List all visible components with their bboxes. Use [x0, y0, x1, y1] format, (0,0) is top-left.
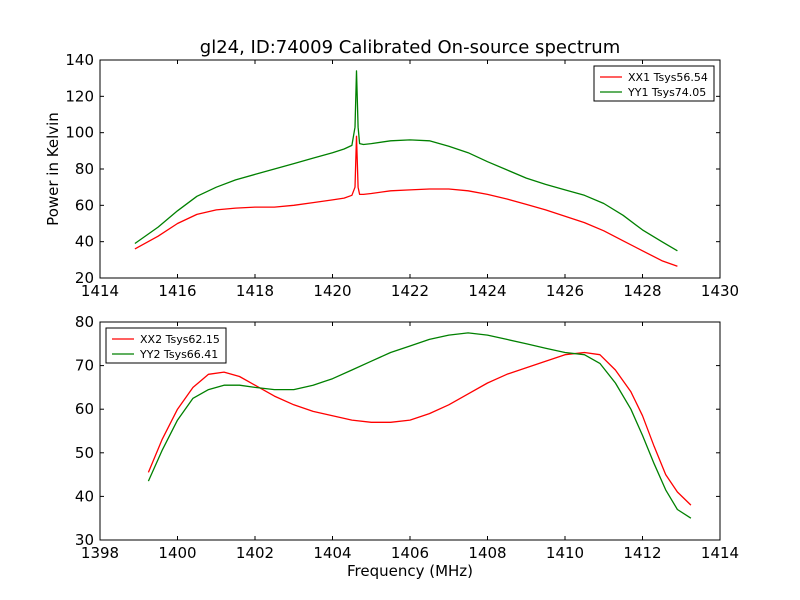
panel-1: 1414 1416 1418 1420 1422 1424 1426 1428 1430 20 40… [44, 51, 739, 300]
x-axis-label-bottom: Frequency (MHz) [347, 562, 473, 580]
y-tick-label: 80 [75, 160, 94, 178]
x-tick-label: 1418 [236, 282, 274, 300]
legend-box [593, 65, 715, 102]
legend-label: XX2 Tsys62.15 [140, 333, 220, 346]
y-tick-label: 100 [65, 124, 94, 142]
x-tick-label: 1408 [468, 544, 506, 562]
y-tick-label: 80 [75, 313, 94, 331]
x-tick-label: 1424 [468, 282, 506, 300]
legend-label: YY1 Tsys74.05 [627, 86, 706, 99]
legend-box [105, 327, 227, 364]
y-tick-label: 120 [65, 87, 94, 105]
x-tick-label: 1398 [81, 544, 119, 562]
legend-label: XX1 Tsys56.54 [628, 71, 708, 84]
x-tick-label: 1426 [546, 282, 584, 300]
legend-2: XX2 Tsys62.15 YY2 Tsys66.41 [105, 327, 227, 364]
panel-2: 1398 1400 1402 1404 1406 1408 1410 1412 1414 30 40… [75, 313, 739, 562]
x-tick-label: 1402 [236, 544, 274, 562]
y-tick-label: 60 [75, 400, 94, 418]
plot-panels: 1414 1416 1418 1420 1422 1424 1426 1428 1430 20 40… [44, 51, 739, 562]
y-tick-label: 30 [75, 531, 94, 549]
x-tick-label: 1400 [158, 544, 196, 562]
x-tick-label: 1416 [158, 282, 196, 300]
y-tick-label: 40 [75, 233, 94, 251]
x-tick-label: 1414 [81, 282, 119, 300]
x-tick-label: 1406 [391, 544, 429, 562]
legend-label: YY2 Tsys66.41 [139, 348, 218, 361]
series-line-2-2 [147, 332, 692, 519]
x-tick-label: 1404 [313, 544, 351, 562]
series-line-1-1 [134, 135, 678, 267]
x-tick-label: 1428 [623, 282, 661, 300]
legend-1: XX1 Tsys56.54 YY1 Tsys74.05 [593, 65, 715, 102]
x-tick-label: 1420 [313, 282, 351, 300]
x-tick-label: 1412 [623, 544, 661, 562]
y-tick-label: 140 [65, 51, 94, 69]
series-line-1-2 [134, 70, 678, 252]
y-tick-label: 20 [75, 269, 94, 287]
y-tick-label: 40 [75, 487, 94, 505]
x-tick-label: 1414 [701, 544, 739, 562]
x-tick-label: 1430 [701, 282, 739, 300]
x-tick-label: 1422 [391, 282, 429, 300]
figure-title: gl24, ID:74009 Calibrated On-source spec… [200, 37, 620, 58]
x-tick-label: 1410 [546, 544, 584, 562]
series-line-2-1 [147, 351, 692, 506]
y-axis-label: Power in Kelvin [44, 112, 62, 226]
y-tick-label: 70 [75, 357, 94, 375]
y-tick-label: 50 [75, 444, 94, 462]
y-tick-label: 60 [75, 196, 94, 214]
